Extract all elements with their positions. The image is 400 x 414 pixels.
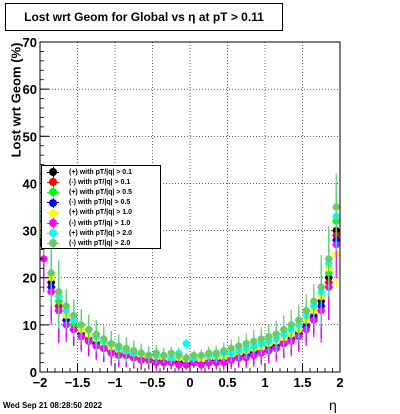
y-tick-label: 50: [23, 129, 37, 144]
data-point: [279, 315, 288, 344]
data-point: [167, 346, 176, 360]
data-point: [144, 346, 153, 365]
data-point: [137, 343, 146, 363]
y-tick-label: 60: [23, 82, 37, 97]
data-point: [264, 324, 273, 350]
data-point: [99, 325, 108, 353]
y-tick-label: 20: [23, 271, 37, 286]
data-point: [317, 255, 326, 320]
legend-label: (-) with pT/|q| > 0.5: [69, 199, 131, 207]
data-point: [62, 288, 71, 324]
y-tick-label: 40: [23, 176, 37, 191]
data-point: [47, 240, 56, 306]
y-axis-label: Lost wrt Geom (%): [8, 42, 24, 158]
legend: (+) with pT/|q| > 0.1 (-) with pT/|q| > 0…: [41, 165, 161, 249]
data-point: [257, 327, 266, 351]
x-tick-label: 2: [336, 375, 343, 390]
data-point: [182, 352, 191, 363]
data-point: [77, 309, 86, 341]
x-tick-label: 1.5: [293, 375, 311, 390]
legend-marker-icon: [47, 187, 59, 198]
legend-label: (-) with pT/|q| > 1.0: [69, 219, 131, 227]
legend-marker-icon: [47, 228, 59, 239]
data-point: [219, 342, 228, 359]
chart-title-box: Lost wrt Geom for Global vs η at pT > 0.…: [5, 3, 283, 31]
data-point: [107, 331, 116, 357]
data-point: [84, 314, 93, 345]
legend-label: (+) with pT/|q| > 0.1: [69, 168, 133, 176]
x-tick-label: −0.5: [140, 375, 166, 390]
legend-label: (+) with pT/|q| > 0.5: [69, 188, 133, 196]
legend-marker-icon: [47, 207, 59, 218]
x-axis-label: η: [329, 397, 337, 413]
grid: [40, 42, 340, 372]
data-point: [152, 345, 161, 362]
data-point: [189, 350, 198, 361]
legend-marker-icon: [47, 197, 59, 208]
y-tick-label: 70: [23, 35, 37, 50]
legend-entry: (-) with pT/|q| > 2.0: [42, 238, 160, 249]
data-point: [122, 337, 131, 360]
data-point: [159, 348, 168, 363]
series-8: [39, 173, 341, 365]
y-tick-label: 0: [30, 365, 37, 380]
data-point: [227, 339, 236, 358]
x-tick-label: 1: [261, 375, 268, 390]
legend-entry: (-) with pT/|q| > 1.0: [42, 218, 160, 229]
legend-entry: (+) with pT/|q| > 1.0: [42, 207, 160, 218]
data-point: [272, 320, 281, 348]
data-point: [174, 349, 183, 362]
data-point: [129, 340, 138, 362]
x-tick-label: 0: [186, 375, 193, 390]
legend-label: (+) with pT/|q| > 1.0: [69, 209, 133, 217]
data-point: [54, 259, 63, 324]
y-tick-label: 30: [23, 224, 37, 239]
data-point: [332, 173, 341, 241]
legend-entry: (-) with pT/|q| > 0.5: [42, 197, 160, 208]
data-point: [219, 354, 228, 371]
datestamp: Wed Sep 21 08:28:50 2022: [3, 401, 103, 410]
data-point: [249, 330, 258, 353]
data-point: [309, 284, 318, 319]
data-point: [287, 309, 296, 340]
legend-label: (-) with pT/|q| > 2.0: [69, 239, 131, 247]
legend-label: (-) with pT/|q| > 0.1: [69, 178, 131, 186]
x-tick-label: 0.5: [218, 375, 236, 390]
legend-entry: (+) with pT/|q| > 0.5: [42, 187, 160, 198]
legend-marker-icon: [47, 177, 59, 188]
data-point: [69, 299, 78, 332]
data-point: [242, 333, 251, 355]
x-tick-label: −1: [108, 375, 123, 390]
data-point: [204, 346, 213, 360]
data-point: [302, 294, 311, 328]
x-tick-label: −2: [33, 375, 48, 390]
legend-entry: (-) with pT/|q| > 0.1: [42, 177, 160, 188]
data-point: [234, 336, 243, 356]
data-point: [114, 334, 123, 358]
legend-label: (+) with pT/|q| > 2.0: [69, 229, 133, 237]
data-point: [212, 345, 221, 361]
legend-entry: (+) with pT/|q| > 2.0: [42, 228, 160, 239]
y-tick-label: 10: [23, 318, 37, 333]
legend-marker-icon: [47, 218, 59, 229]
legend-marker-icon: [47, 238, 59, 249]
data-point: [294, 304, 303, 336]
data-point: [324, 226, 333, 292]
legend-entry: (+) with pT/|q| > 0.1: [42, 167, 160, 178]
data-point: [182, 338, 191, 349]
data-point: [92, 320, 101, 349]
chart-title: Lost wrt Geom for Global vs η at pT > 0.…: [24, 10, 264, 24]
x-tick-label: −1.5: [65, 375, 91, 390]
data-point: [197, 349, 206, 362]
legend-marker-icon: [47, 167, 59, 178]
